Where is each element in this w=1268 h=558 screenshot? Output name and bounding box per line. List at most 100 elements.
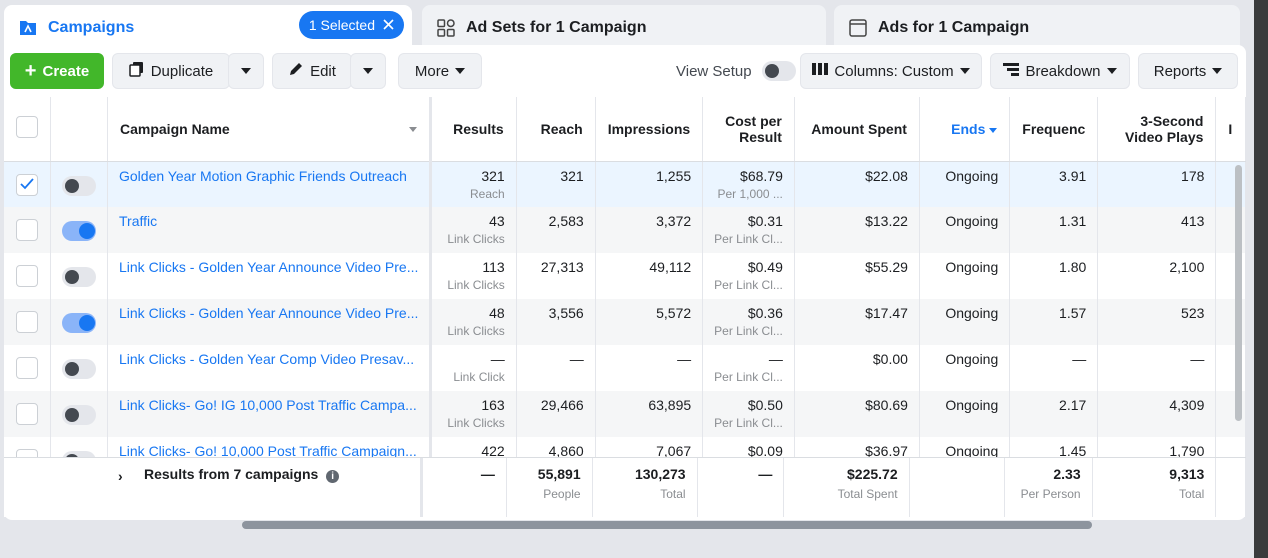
row-checkbox[interactable] xyxy=(16,403,38,425)
summary-cells: › Results from 7 campaigns i — 55,891 Peo… xyxy=(4,458,1246,517)
toggle-header xyxy=(50,97,108,162)
chevron-down-icon xyxy=(1212,68,1223,74)
tab-ads[interactable]: Ads for 1 Campaign xyxy=(834,5,1240,50)
horizontal-scrollbar[interactable] xyxy=(242,521,1092,529)
results-type: Link Click xyxy=(453,370,505,384)
row-checkbox[interactable] xyxy=(16,219,38,241)
sort-desc-icon xyxy=(989,127,998,133)
table-row[interactable]: Golden Year Motion Graphic Friends Outre… xyxy=(4,161,1246,207)
header-plays-line1: 3-Second xyxy=(1140,112,1204,129)
duplicate-dropdown-button[interactable] xyxy=(228,53,264,89)
breakdown-button[interactable]: Breakdown xyxy=(990,53,1130,89)
header-frequency[interactable]: Frequenc xyxy=(1009,97,1099,162)
chevron-down-icon xyxy=(363,68,373,74)
row-toggle-cell xyxy=(50,161,108,207)
header-campaign-name[interactable]: Campaign Name xyxy=(107,97,433,162)
cell-impressions: 49,112 xyxy=(595,253,704,299)
row-checkbox[interactable] xyxy=(16,265,38,287)
view-setup-toggle[interactable] xyxy=(761,61,796,81)
summary-reach-sub: People xyxy=(543,487,581,501)
tab-campaigns-label: Campaigns xyxy=(48,18,135,36)
table-row[interactable]: Link Clicks - Golden Year Comp Video Pre… xyxy=(4,345,1246,391)
campaign-name-link[interactable]: Link Clicks - Golden Year Announce Video… xyxy=(107,299,433,345)
view-setup-label: View Setup xyxy=(676,62,752,80)
campaign-name-link[interactable]: Traffic xyxy=(107,207,433,253)
chevron-down-icon xyxy=(1106,68,1117,74)
summary-frequency: 2.33 Per Person xyxy=(1004,458,1093,517)
campaign-name-link[interactable]: Link Clicks- Go! IG 10,000 Post Traffic … xyxy=(107,391,433,437)
cell-amount-spent: $17.47 xyxy=(794,299,920,345)
header-results[interactable]: Results xyxy=(430,97,517,162)
reports-button[interactable]: Reports xyxy=(1138,53,1238,89)
campaign-status-toggle[interactable] xyxy=(62,359,96,379)
table-row[interactable]: Link Clicks - Golden Year Announce Video… xyxy=(4,253,1246,299)
tab-campaigns[interactable]: Campaigns 1 Selected xyxy=(4,5,412,50)
expand-chevron-icon[interactable]: › xyxy=(118,468,123,484)
cell-reach: — xyxy=(516,345,596,391)
campaign-status-toggle[interactable] xyxy=(62,405,96,425)
header-ends[interactable]: Ends xyxy=(919,97,1011,162)
ad-icon xyxy=(848,18,868,38)
summary-frequency-value: 2.33 xyxy=(1053,466,1081,482)
more-button[interactable]: More xyxy=(398,53,482,89)
cell-reach: 29,466 xyxy=(516,391,596,437)
summary-label: Results from 7 campaigns xyxy=(144,466,319,482)
clear-selection-icon[interactable] xyxy=(383,17,394,33)
select-all-checkbox[interactable] xyxy=(16,116,38,139)
info-icon[interactable]: i xyxy=(326,470,340,483)
header-results-label: Results xyxy=(453,120,504,137)
campaign-status-toggle[interactable] xyxy=(62,267,96,287)
campaign-flag-icon xyxy=(18,18,38,38)
campaign-name-link[interactable]: Link Clicks - Golden Year Announce Video… xyxy=(107,253,433,299)
cell-frequency: 2.17 xyxy=(1009,391,1099,437)
cpr-value: $68.79 xyxy=(740,167,783,184)
table-row[interactable]: Link Clicks - Golden Year Announce Video… xyxy=(4,299,1246,345)
header-cost-per-result[interactable]: Cost per Result xyxy=(702,97,795,162)
header-impressions[interactable]: Impressions xyxy=(595,97,704,162)
campaign-status-toggle[interactable] xyxy=(62,175,96,196)
cell-impressions: 3,372 xyxy=(595,207,704,253)
row-toggle-cell xyxy=(50,345,108,391)
cell-video-plays: 4,309 xyxy=(1097,391,1217,437)
cell-frequency: 1.57 xyxy=(1009,299,1099,345)
cpr-type: Per Link Cl... xyxy=(714,232,783,246)
selected-badge[interactable]: 1 Selected xyxy=(298,11,404,39)
results-value: 48 xyxy=(489,305,505,321)
edit-dropdown-button[interactable] xyxy=(350,53,386,89)
row-toggle-cell xyxy=(50,299,108,345)
header-amount-spent[interactable]: Amount Spent xyxy=(794,97,920,162)
summary-spent: $225.72 Total Spent xyxy=(783,458,910,517)
cell-video-plays: — xyxy=(1097,345,1217,391)
row-checkbox[interactable] xyxy=(16,357,38,379)
table-row[interactable]: Link Clicks- Go! IG 10,000 Post Traffic … xyxy=(4,391,1246,437)
campaign-name-link[interactable]: Link Clicks - Golden Year Comp Video Pre… xyxy=(107,345,433,391)
campaign-status-toggle[interactable] xyxy=(62,221,96,241)
checkmark-icon xyxy=(20,177,34,193)
cell-cost-per-result: $0.50 Per Link Cl... xyxy=(702,391,795,437)
campaign-name-link[interactable]: Golden Year Motion Graphic Friends Outre… xyxy=(107,161,433,207)
row-select-cell xyxy=(4,299,51,345)
columns-button[interactable]: Columns: Custom xyxy=(800,53,982,89)
campaign-status-toggle[interactable] xyxy=(62,313,96,333)
row-toggle-cell xyxy=(50,253,108,299)
cell-impressions: 63,895 xyxy=(595,391,704,437)
edit-button[interactable]: Edit xyxy=(272,53,352,89)
duplicate-button[interactable]: Duplicate xyxy=(112,53,230,89)
header-reach[interactable]: Reach xyxy=(516,97,596,162)
cpr-value: $0.36 xyxy=(747,305,783,321)
row-checkbox[interactable] xyxy=(16,311,38,333)
results-value: 163 xyxy=(481,397,505,413)
vertical-scrollbar[interactable] xyxy=(1235,165,1242,421)
summary-plays: 9,313 Total xyxy=(1092,458,1217,517)
header-video-plays[interactable]: 3-Second Video Plays xyxy=(1097,97,1217,162)
create-button[interactable]: + Create xyxy=(10,53,104,89)
table-row[interactable]: Traffic 43 Link Clicks 2,583 3,372 $0.31 Per L… xyxy=(4,207,1246,253)
tab-ad-sets[interactable]: Ad Sets for 1 Campaign xyxy=(422,5,826,50)
row-checkbox[interactable] xyxy=(16,173,38,196)
cell-reach: 27,313 xyxy=(516,253,596,299)
columns-label: Columns: Custom xyxy=(834,62,954,80)
cpr-type: Per 1,000 ... xyxy=(717,186,783,201)
campaigns-grid: Campaign Name Results Reach Impressions … xyxy=(4,97,1246,483)
cell-results: 43 Link Clicks xyxy=(430,207,517,253)
summary-cpr-value: — xyxy=(758,466,773,482)
